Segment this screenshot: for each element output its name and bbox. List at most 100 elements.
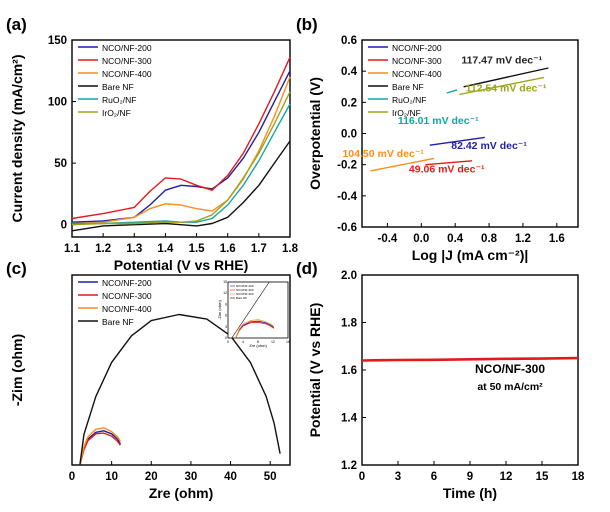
series-line-5 <box>459 76 545 96</box>
x-tick-label: 40 <box>224 471 237 483</box>
legend-label: NCO/NF-300 <box>392 56 442 66</box>
slope-annotation: 117.47 mV dec⁻¹ <box>461 54 542 66</box>
x-tick-label: 0 <box>359 471 365 483</box>
y-tick-label: 2.0 <box>341 270 357 282</box>
inset-series-line-0 <box>235 320 275 339</box>
panel-label: (d) <box>296 259 318 278</box>
inset-y-label: -Zim (ohm) <box>217 300 222 320</box>
x-tick-label: 1.6 <box>220 243 236 255</box>
inset-y-tick-label: 3 <box>225 325 227 329</box>
inset-y-tick-label: 12 <box>223 291 227 295</box>
x-tick-label: 20 <box>145 471 158 483</box>
legend-label: NCO/NF-200 <box>102 278 152 288</box>
x-axis-label: Time (h) <box>443 485 497 501</box>
series-line-4 <box>72 103 291 225</box>
x-tick-label: 18 <box>572 471 585 483</box>
inset-legend-label: Bare NF <box>236 296 247 300</box>
axes-frame <box>71 39 291 238</box>
x-tick-label: 1.8 <box>282 243 299 255</box>
series-line-3 <box>463 67 549 88</box>
x-tick-label: 0.8 <box>481 233 498 245</box>
x-tick-label: 0.0 <box>413 233 429 245</box>
inset-x-label: Zre (ohm) <box>249 343 267 348</box>
x-tick-label: 9 <box>467 471 473 483</box>
x-tick-label: -0.4 <box>377 233 397 245</box>
y-tick-label: 0.6 <box>341 35 357 47</box>
y-tick-label: 1.6 <box>341 365 357 377</box>
y-axis-label: Potential (V vs RHE) <box>307 303 323 438</box>
x-tick-label: 6 <box>431 471 437 483</box>
y-axis-label: Overpotential (V) <box>307 77 323 190</box>
panel-label: (b) <box>296 15 318 34</box>
inset-x-tick-label: 4 <box>242 340 244 344</box>
series-line-0 <box>429 136 485 146</box>
x-tick-label: 50 <box>264 471 277 483</box>
series-line-1 <box>425 160 473 166</box>
series-line-4 <box>446 89 458 94</box>
legend-label: NCO/NF-400 <box>102 304 152 314</box>
x-tick-label: 1.1 <box>64 243 81 255</box>
x-tick-label: 30 <box>185 471 198 483</box>
legend-label: NCO/NF-400 <box>102 69 152 79</box>
x-tick-label: 3 <box>395 471 401 483</box>
y-tick-label: 100 <box>48 97 67 109</box>
legend-label: NCO/NF-400 <box>392 69 442 79</box>
inset-bare-nf-line <box>231 281 270 339</box>
legend-label: IrO₂/NF <box>102 108 131 118</box>
panel-label: (c) <box>6 259 27 278</box>
legend-label: RuO₂/NF <box>392 95 426 105</box>
legend-label: NCO/NF-200 <box>102 43 152 53</box>
series-line-0 <box>71 70 291 223</box>
inset-x-tick-label: 16 <box>286 340 290 344</box>
x-tick-label: 1.2 <box>95 243 111 255</box>
series-line-1 <box>71 56 291 220</box>
y-tick-label: 50 <box>54 158 67 170</box>
panel-a-current-density: (a) 1.1 1.2 1.3 1.4 1.5 1.6 1.7 1.8 0 50 100 150 Pote… <box>6 15 299 273</box>
series-line-3 <box>79 313 281 466</box>
stability-annotation: NCO/NF-300 <box>475 362 545 376</box>
slope-annotation: 49.06 mV dec⁻¹ <box>409 163 485 175</box>
inset-x-tick-label: 8 <box>257 340 259 344</box>
inset-series-line-2 <box>235 319 275 339</box>
inset-legend-label: NCO/NF-200 <box>236 284 254 288</box>
y-tick-label: 150 <box>48 35 67 47</box>
y-axis-label: Current density (mA/cm²) <box>9 54 25 222</box>
legend-label: NCO/NF-300 <box>102 56 152 66</box>
x-tick-label: 1.5 <box>189 243 206 255</box>
legend-label: Bare NF <box>392 82 424 92</box>
inset-legend-label: NCO/NF-400 <box>236 292 254 296</box>
series-line-1 <box>79 432 121 466</box>
series-line-2 <box>370 157 435 172</box>
y-tick-label: -0.2 <box>337 160 357 172</box>
series-line-2 <box>79 427 121 466</box>
legend-label: NCO/NF-300 <box>102 291 152 301</box>
x-tick-label: 1.3 <box>126 243 142 255</box>
y-tick-label: 1.4 <box>341 413 358 425</box>
slope-annotation: 104.50 mV dec⁻¹ <box>342 148 424 160</box>
x-tick-label: 1.7 <box>251 243 267 255</box>
y-tick-label: -0.4 <box>337 191 357 203</box>
x-tick-label: 10 <box>105 471 118 483</box>
legend-label: Bare NF <box>102 317 134 327</box>
x-axis-label: Log |J (mA cm⁻²)| <box>412 247 529 263</box>
panel-b-tafel: (b) -0.4 0.0 0.4 0.8 1.2 1.6 -0.6 -0.4 -0.2 0.0 0.2… <box>296 15 579 263</box>
y-tick-label: 0.0 <box>341 129 357 141</box>
series-line-0 <box>79 430 121 466</box>
axes-frame <box>361 274 579 466</box>
x-tick-label: 0 <box>69 471 75 483</box>
y-tick-label: 0 <box>61 220 67 232</box>
x-axis-label: Zre (ohm) <box>149 485 214 501</box>
legend-label: Bare NF <box>102 82 134 92</box>
x-tick-label: 15 <box>536 471 549 483</box>
y-tick-label: 0.4 <box>341 66 358 78</box>
inset-y-tick-label: 0 <box>225 336 227 340</box>
legend-label: NCO/NF-200 <box>392 43 442 53</box>
inset-y-tick-label: 15 <box>223 280 227 284</box>
series-line-0 <box>361 356 579 362</box>
x-axis-label: Potential (V vs RHE) <box>114 257 249 273</box>
y-tick-label: 1.2 <box>341 460 357 472</box>
x-tick-label: 1.4 <box>157 243 174 255</box>
slope-annotation: 82.42 mV dec⁻¹ <box>451 140 527 152</box>
